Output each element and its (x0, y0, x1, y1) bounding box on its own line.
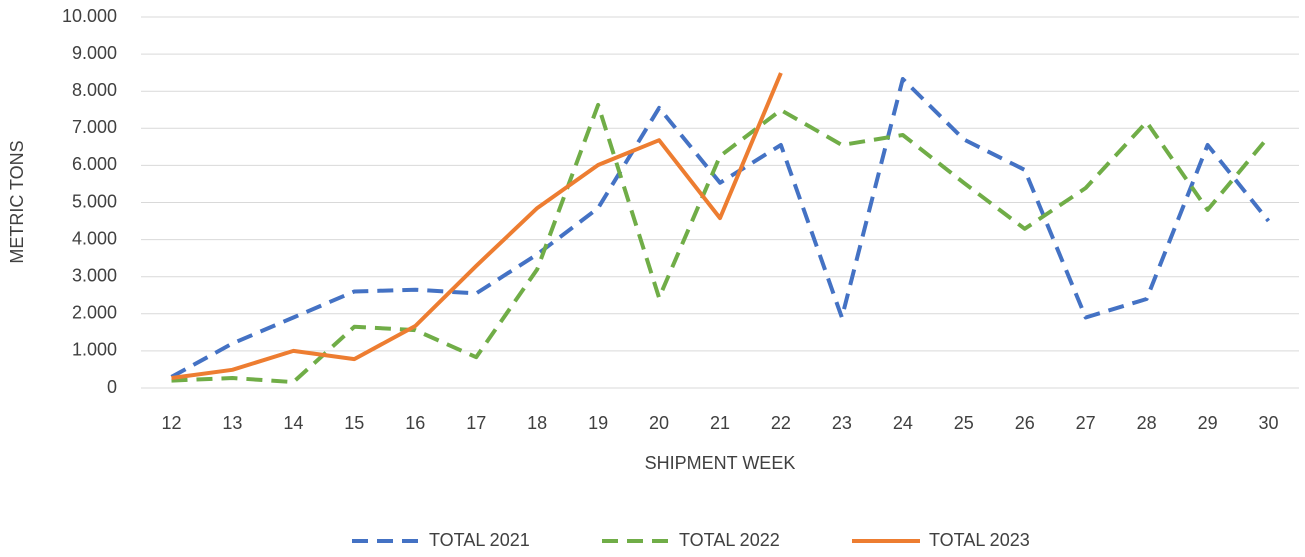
x-tick-label: 18 (527, 413, 547, 433)
y-tick-label: 3.000 (72, 265, 117, 285)
x-tick-label: 15 (344, 413, 364, 433)
y-tick-label: 5.000 (72, 191, 117, 211)
x-tick-label: 17 (466, 413, 486, 433)
x-tick-label: 28 (1137, 413, 1157, 433)
x-tick-label: 30 (1259, 413, 1279, 433)
y-tick-label: 2.000 (72, 303, 117, 323)
legend-label: TOTAL 2022 (679, 530, 780, 550)
legend-label: TOTAL 2021 (429, 530, 530, 550)
x-tick-label: 24 (893, 413, 913, 433)
series-line (171, 72, 783, 380)
x-tick-label: 29 (1198, 413, 1218, 433)
x-tick-label: 26 (1015, 413, 1035, 433)
x-tick-label: 22 (771, 413, 791, 433)
y-tick-label: 0 (107, 377, 117, 397)
x-tick-label: 27 (1076, 413, 1096, 433)
y-tick-label: 8.000 (72, 80, 117, 100)
x-tick-label: 16 (405, 413, 425, 433)
series-line (171, 102, 1271, 385)
y-tick-label: 7.000 (72, 117, 117, 137)
y-axis-title: METRIC TONS (7, 140, 27, 263)
y-tick-label: 4.000 (72, 228, 117, 248)
x-tick-label: 25 (954, 413, 974, 433)
y-tick-label: 6.000 (72, 154, 117, 174)
y-tick-label: 10.000 (62, 6, 117, 26)
x-tick-label: 20 (649, 413, 669, 433)
series-line (170, 77, 1271, 379)
x-axis-title: SHIPMENT WEEK (645, 453, 796, 473)
y-tick-label: 9.000 (72, 43, 117, 63)
x-tick-label: 13 (222, 413, 242, 433)
x-tick-label: 21 (710, 413, 730, 433)
y-tick-label: 1.000 (72, 340, 117, 360)
x-tick-label: 12 (161, 413, 181, 433)
x-tick-label: 19 (588, 413, 608, 433)
x-tick-label: 23 (832, 413, 852, 433)
x-tick-label: 14 (283, 413, 303, 433)
legend-label: TOTAL 2023 (929, 530, 1030, 550)
